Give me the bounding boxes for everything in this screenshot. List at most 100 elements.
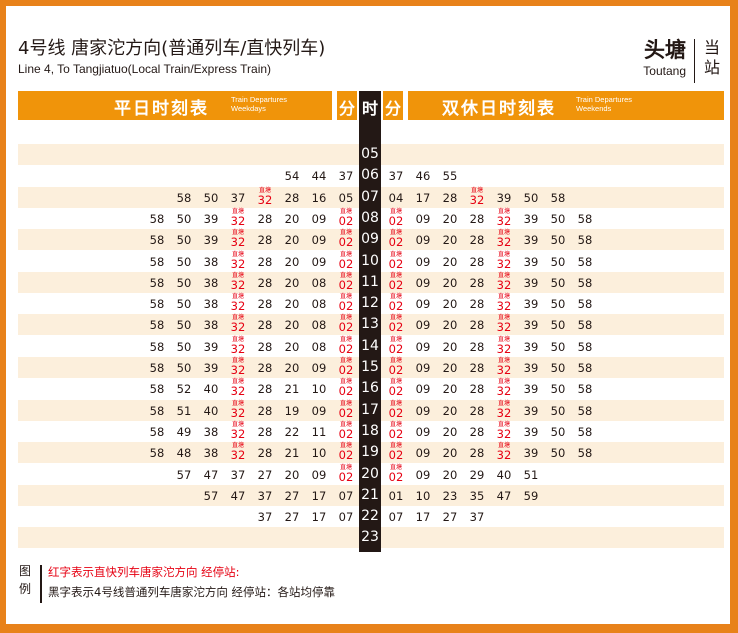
express-tag: 直塘	[389, 463, 402, 471]
departure-minute: 39	[203, 211, 219, 226]
local-departure: 37	[253, 506, 277, 527]
hour-cell: 12	[361, 295, 379, 312]
local-departure: 47	[492, 485, 516, 506]
local-departure: 19	[280, 400, 304, 421]
local-departure: 39	[519, 378, 543, 399]
local-departure: 58	[573, 442, 597, 463]
express-tag: 直塘	[231, 442, 244, 450]
local-departure: 09	[411, 272, 435, 293]
local-departure: 39	[519, 314, 543, 335]
local-departure: 50	[519, 187, 543, 208]
departure-minute: 46	[415, 169, 431, 184]
local-departure: 28	[253, 421, 277, 442]
local-departure: 11	[307, 421, 331, 442]
local-departure: 28	[465, 229, 489, 250]
departure-minute: 58	[149, 424, 165, 439]
express-departure: 直塘 32	[226, 208, 250, 229]
local-departure: 58	[573, 251, 597, 272]
local-departure: 09	[307, 229, 331, 250]
departure-minute: 28	[257, 424, 273, 439]
departure-minute: 37	[469, 510, 485, 525]
express-departure: 直塘 32	[226, 421, 250, 442]
local-departure: 20	[280, 336, 304, 357]
hour-cell: 21	[361, 486, 379, 503]
departure-minute: 20	[284, 297, 300, 312]
local-departure: 07	[334, 485, 358, 506]
local-departure: 28	[465, 293, 489, 314]
local-departure: 58	[573, 314, 597, 335]
local-departure: 58	[145, 229, 169, 250]
express-tag: 直塘	[258, 186, 271, 194]
local-departure: 50	[546, 251, 570, 272]
local-departure: 09	[307, 208, 331, 229]
departure-minute: 32	[230, 405, 246, 420]
local-departure: 20	[438, 251, 462, 272]
local-departure: 09	[411, 251, 435, 272]
express-departure: 直塘 32	[226, 229, 250, 250]
local-departure: 39	[519, 442, 543, 463]
local-departure: 44	[307, 165, 331, 186]
local-departure: 50	[172, 357, 196, 378]
express-tag: 直塘	[231, 271, 244, 279]
local-departure: 20	[280, 293, 304, 314]
local-departure: 40	[199, 378, 223, 399]
local-departure: 17	[307, 485, 331, 506]
departure-minute: 59	[523, 488, 539, 503]
departure-minute: 09	[415, 446, 431, 461]
departure-minute: 28	[469, 446, 485, 461]
express-departure: 直塘 32	[226, 442, 250, 463]
departure-minute: 28	[257, 254, 273, 269]
express-tag: 直塘	[339, 378, 352, 386]
local-departure: 09	[411, 208, 435, 229]
express-tag: 直塘	[339, 229, 352, 237]
departure-minute: 50	[176, 297, 192, 312]
express-departure: 直塘 32	[492, 421, 516, 442]
departure-minute: 32	[496, 235, 512, 250]
express-tag: 直塘	[497, 378, 510, 386]
legend-local-text: 黑字表示4号线普通列车唐家沱方向 经停站：各站均停靠	[48, 585, 335, 599]
express-tag: 直塘	[497, 271, 510, 279]
local-departure: 27	[438, 506, 462, 527]
express-departure: 直塘 02	[334, 251, 358, 272]
express-tag: 直塘	[389, 442, 402, 450]
local-departure: 40	[492, 464, 516, 485]
departure-minute: 02	[338, 235, 354, 250]
local-departure: 38	[199, 442, 223, 463]
express-departure: 直塘 02	[384, 400, 408, 421]
express-departure: 直塘 02	[384, 378, 408, 399]
express-departure: 直塘 32	[492, 272, 516, 293]
departure-minute: 28	[469, 424, 485, 439]
departure-minute: 50	[176, 318, 192, 333]
express-tag: 直塘	[389, 335, 402, 343]
local-departure: 28	[253, 378, 277, 399]
departure-minute: 37	[230, 467, 246, 482]
express-tag: 直塘	[231, 378, 244, 386]
local-departure: 28	[465, 421, 489, 442]
local-departure: 50	[546, 336, 570, 357]
departure-minute: 32	[496, 363, 512, 377]
local-departure: 39	[519, 357, 543, 378]
departure-minute: 58	[149, 297, 165, 312]
departure-minute: 51	[523, 467, 539, 482]
departure-minute: 02	[388, 469, 404, 484]
departure-minute: 02	[338, 299, 354, 314]
local-departure: 28	[465, 442, 489, 463]
departure-minute: 08	[311, 339, 327, 354]
departure-minute: 29	[469, 467, 485, 482]
departure-minute: 20	[284, 254, 300, 269]
hour-cell: 05	[361, 146, 379, 162]
local-departure: 09	[307, 357, 331, 378]
express-tag: 直塘	[339, 293, 352, 301]
departure-minute: 09	[415, 254, 431, 269]
departure-minute: 47	[496, 488, 512, 503]
departure-minute: 09	[311, 211, 327, 226]
express-departure: 直塘 02	[384, 357, 408, 378]
local-departure: 07	[334, 506, 358, 527]
departure-minute: 58	[577, 254, 593, 269]
express-tag: 直塘	[339, 399, 352, 407]
local-departure: 58	[145, 400, 169, 421]
departure-minute: 17	[415, 190, 431, 205]
departure-minute: 28	[257, 318, 273, 333]
express-tag: 直塘	[339, 271, 352, 279]
local-departure: 28	[253, 208, 277, 229]
